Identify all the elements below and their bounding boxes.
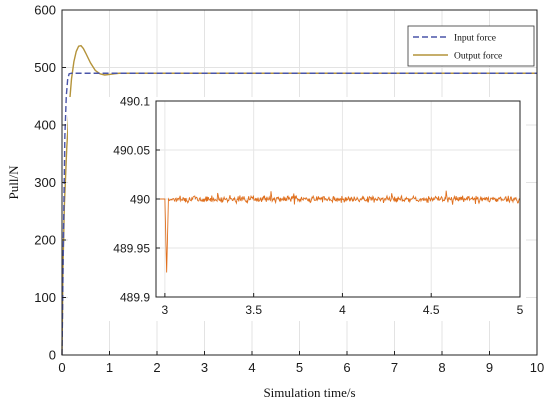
inset-y-tick-label: 490.1 [120,95,150,109]
main-y-tick-label: 600 [34,3,56,18]
main-x-tick-label: 8 [438,360,445,375]
series-line-output-force [61,44,537,356]
main-x-tick-label: 2 [153,360,160,375]
inset-y-tick-label: 490.05 [113,144,150,158]
inset-x-tick-label: 4.5 [423,303,440,317]
inset-series-line-output-force [156,190,521,273]
main-y-tick-label: 100 [34,290,56,305]
inset-tick-labels: 3 3.5 4 4.5 5 489.9 489.95 490 490.05 490.1 [113,95,523,318]
inset-x-tick-label: 5 [517,303,524,317]
main-y-tick-label: 500 [34,60,56,75]
main-x-tick-label: 5 [296,360,303,375]
main-x-tick-label: 7 [391,360,398,375]
inset-x-tick-label: 4 [339,303,346,317]
main-x-tick-label: 0 [58,360,65,375]
inset-y-tick-label: 489.95 [113,242,150,256]
inset-y-tick-label: 490 [130,193,150,207]
main-x-tick-label: 4 [248,360,255,375]
series-line-input-force [61,72,537,356]
inset-y-tick-label: 489.9 [120,291,150,305]
main-x-tick-label: 1 [106,360,113,375]
inset-background [68,97,526,321]
legend: Input force Output force [407,25,535,67]
legend-label-input-force: Input force [454,33,496,44]
main-y-tick-label: 200 [34,233,56,248]
main-x-tick-label: 6 [343,360,350,375]
main-y-tick-label: 400 [34,118,56,133]
main-y-tick-label: 0 [49,348,56,363]
inset-x-tick-label: 3.5 [245,303,262,317]
main-x-tick-label: 9 [486,360,493,375]
inset-x-tick-label: 3 [162,303,169,317]
legend-box [407,25,535,67]
main-x-tick-label: 10 [530,360,544,375]
x-axis-label: Simulation time/s [263,385,355,400]
main-series [61,44,537,356]
inset-zoom-plot: 3 3.5 4 4.5 5 489.9 489.95 490 490.05 490.1 [68,95,526,321]
main-x-tick-label: 3 [201,360,208,375]
main-y-tick-label: 300 [34,175,56,190]
inset-series [156,190,521,273]
y-axis-label: Pull/N [6,165,21,200]
legend-label-output-force: Output force [454,51,502,62]
